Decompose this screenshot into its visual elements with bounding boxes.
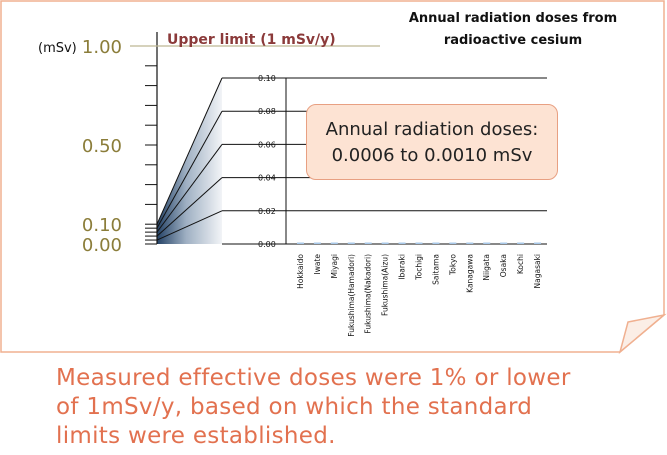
category-label: Iwate bbox=[313, 254, 322, 275]
bar bbox=[296, 242, 304, 244]
upper-limit-label: Upper limit (1 mSv/y) bbox=[167, 32, 336, 48]
conclusion-line-1: Measured effective doses were 1% or lowe… bbox=[56, 365, 571, 391]
zoom-connector-line bbox=[156, 77, 223, 225]
category-label: Fukushima(Hamadori) bbox=[347, 254, 356, 337]
callout-line-1: Annual radiation doses: bbox=[325, 119, 539, 140]
bar bbox=[483, 242, 491, 244]
category-label: Hokkaido bbox=[296, 254, 305, 289]
bar bbox=[466, 242, 474, 244]
zoom-axis-tick-label: 0.04 bbox=[258, 174, 276, 183]
bar bbox=[517, 242, 525, 244]
bar bbox=[313, 242, 321, 244]
category-label: Fukushima(Aizu) bbox=[381, 254, 390, 316]
conclusion-text: Measured effective doses were 1% or lowe… bbox=[56, 364, 616, 451]
zoom-wedge bbox=[157, 78, 222, 244]
category-label: Ibaraki bbox=[398, 254, 407, 280]
conclusion-line-2: of 1mSv/y, based on which the standard bbox=[56, 394, 533, 420]
main-axis-tick-label: 0.50 bbox=[82, 136, 122, 157]
bar bbox=[449, 242, 457, 244]
bar bbox=[432, 242, 440, 244]
main-axis-tick-label: 0.00 bbox=[82, 235, 122, 256]
zoom-connector-line bbox=[156, 177, 223, 237]
bar bbox=[415, 242, 423, 244]
chart-title: Annual radiation doses from radioactive … bbox=[408, 11, 618, 48]
category-label: Niigata bbox=[482, 254, 491, 281]
category-label: Tokyo bbox=[448, 254, 457, 276]
zoom-connector-line bbox=[156, 110, 223, 229]
category-label: Nagasaki bbox=[533, 254, 542, 289]
dose-callout: Annual radiation doses: 0.0006 to 0.0010… bbox=[306, 104, 558, 180]
zoom-axis-tick-label: 0.06 bbox=[258, 140, 276, 149]
category-label: Kochi bbox=[516, 254, 525, 274]
bar bbox=[364, 242, 372, 244]
category-label: Tochigi bbox=[415, 254, 424, 281]
category-label: Kanagawa bbox=[465, 254, 474, 293]
zoom-axis-tick-label: 0.10 bbox=[258, 74, 276, 83]
bar bbox=[500, 242, 508, 244]
bar bbox=[330, 242, 338, 244]
main-axis-tick-label: 0.10 bbox=[82, 215, 122, 236]
conclusion-line-3: limits were established. bbox=[56, 423, 336, 449]
bar bbox=[347, 242, 355, 244]
zoom-axis-tick-label: 0.00 bbox=[258, 240, 276, 249]
unit-label: (mSv) bbox=[38, 41, 77, 56]
bar bbox=[398, 242, 406, 244]
category-label: Saitama bbox=[431, 254, 440, 285]
main-axis-tick-label: 1.00 bbox=[82, 37, 122, 58]
zoom-connector-line bbox=[156, 144, 223, 233]
zoom-axis-tick-label: 0.08 bbox=[258, 107, 276, 116]
callout-line-2: 0.0006 to 0.0010 mSv bbox=[331, 145, 533, 166]
category-label: Fukushima(Nakadori) bbox=[364, 254, 373, 334]
bar bbox=[381, 242, 389, 244]
zoom-axis-tick-label: 0.02 bbox=[258, 207, 276, 216]
bar bbox=[534, 242, 542, 244]
zoom-connector-line bbox=[156, 210, 223, 241]
category-label: Miyagi bbox=[330, 254, 339, 278]
category-label: Osaka bbox=[499, 254, 508, 277]
